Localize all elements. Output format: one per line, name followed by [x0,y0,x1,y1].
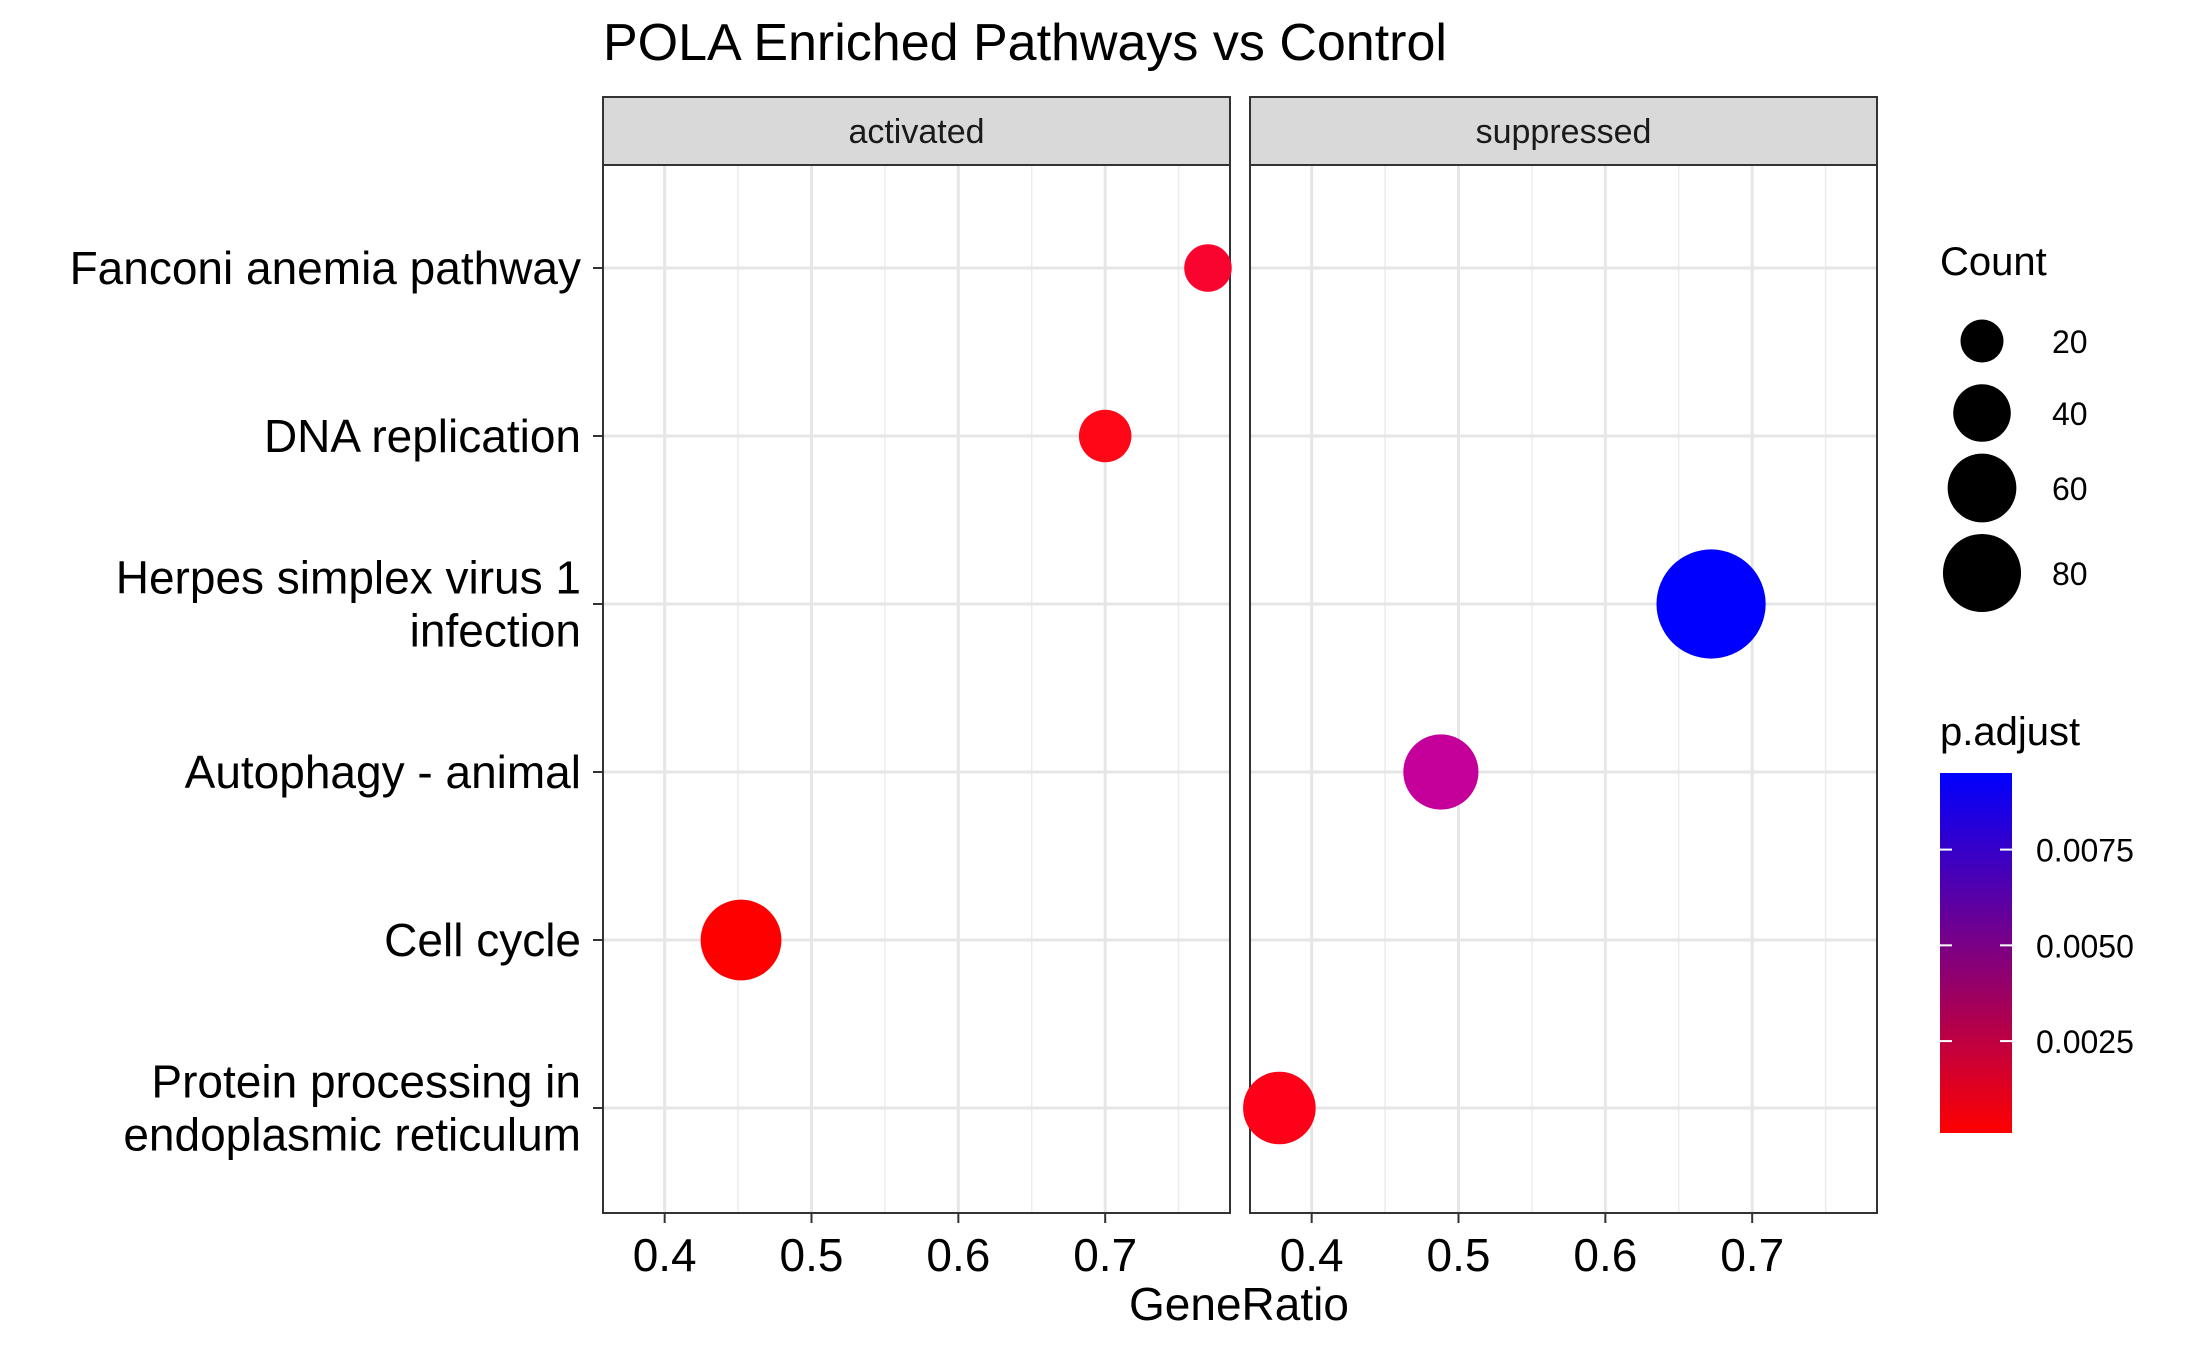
x-axis-title: GeneRatio [1129,1278,1349,1330]
data-points [700,244,1766,1145]
y-tick-label: DNA replication [264,410,581,462]
size-legend-label: 20 [2052,324,2088,360]
size-legend-label: 60 [2052,471,2088,507]
facet-panels: activated 0.4 0.5 0.6 0.7 suppressed 0.4 0.5 0.6… [602,96,1878,1281]
facet-strip-label: suppressed [1476,113,1652,151]
facet-strip [1249,96,1878,166]
facet-panel-suppressed: suppressed 0.4 0.5 0.6 0.7 [1249,96,1878,1281]
color-legend-label: 0.0025 [2036,1024,2134,1060]
size-legend-key [1960,319,2004,363]
data-point [1078,409,1132,463]
data-point [1184,244,1232,292]
y-tick-label: Cell cycle [384,914,581,966]
data-point [1243,1071,1316,1145]
y-tick-label: Protein processing in [151,1056,581,1108]
plot-background [603,165,1230,1213]
count-size-legend: Count 20 40 60 80 [1940,240,2088,613]
x-tick-label: 0.7 [1073,1229,1137,1281]
color-legend-bar [1940,773,2012,1133]
x-tick-label: 0.5 [1427,1229,1491,1281]
panel-border [602,164,1231,1214]
x-tick-label: 0.6 [1573,1229,1637,1281]
p-adjust-color-legend: p.adjust 0.0025 0.0050 0.0075 [1940,710,2134,1133]
size-legend-key [1942,533,2022,613]
y-tick-label: Herpes simplex virus 1 [116,552,581,604]
panel-border [1249,164,1878,1214]
facet-strip [602,96,1231,166]
data-point [700,899,782,981]
x-tick-label: 0.4 [633,1229,697,1281]
size-legend-key [1953,384,2011,442]
y-axis-labels: Fanconi anemia pathway DNA replication Her… [70,242,603,1161]
data-point [1403,734,1479,810]
y-tick-label: infection [410,605,581,657]
x-tick-label: 0.5 [780,1229,844,1281]
size-legend-key [1947,453,2017,523]
plot-background [1250,165,1877,1213]
x-tick-label: 0.4 [1280,1229,1344,1281]
size-legend-title: Count [1940,240,2047,284]
facet-strip-label: activated [848,113,984,151]
data-point [1656,549,1766,659]
y-tick-label: Autophagy - animal [185,746,581,798]
color-legend-title: p.adjust [1940,710,2080,754]
y-tick-label: Fanconi anemia pathway [70,242,581,294]
x-tick-label: 0.7 [1720,1229,1784,1281]
size-legend-label: 80 [2052,556,2088,592]
color-legend-label: 0.0050 [2036,928,2134,964]
y-tick-label: endoplasmic reticulum [123,1109,581,1161]
facet-panel-activated: activated 0.4 0.5 0.6 0.7 [602,96,1231,1281]
color-legend-label: 0.0075 [2036,833,2134,869]
x-tick-label: 0.6 [926,1229,990,1281]
chart-title: POLA Enriched Pathways vs Control [603,14,1447,72]
size-legend-label: 40 [2052,396,2088,432]
